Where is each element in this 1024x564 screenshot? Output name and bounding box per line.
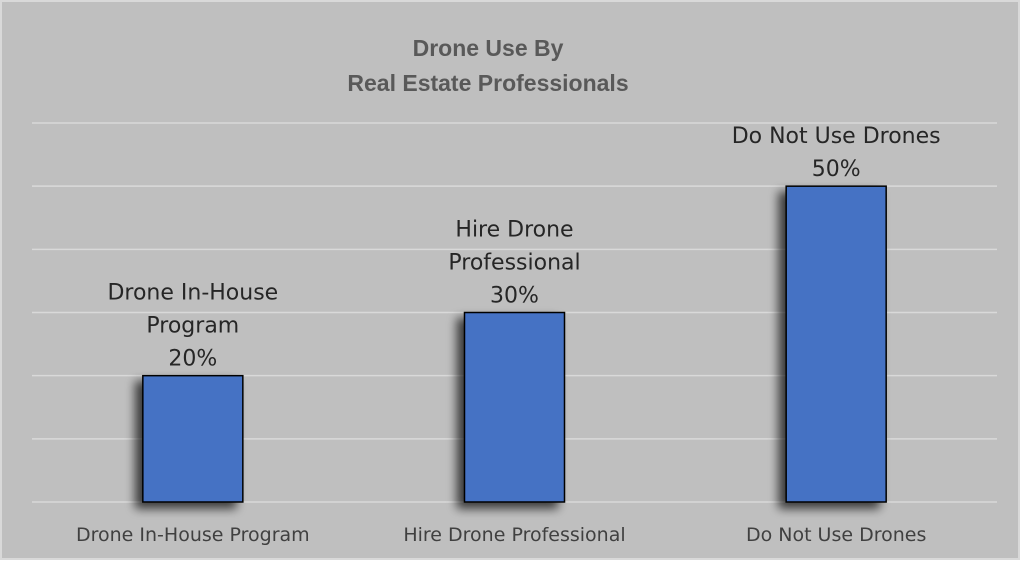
bar-1 <box>142 374 244 503</box>
chart-title: Drone Use By Real Estate Professionals <box>347 35 628 96</box>
data-label-3-line-2: 50% <box>812 157 861 182</box>
data-label-2-line-1: Hire Drone <box>455 218 573 243</box>
data-labels: Drone In-House Program 20% Hire Drone Profes… <box>107 124 940 371</box>
chart-title-line-2: Real Estate Professionals <box>347 70 628 96</box>
data-label-2-line-3: 30% <box>490 284 539 309</box>
bars <box>142 185 887 503</box>
data-label-1-line-3: 20% <box>168 347 217 372</box>
data-label-1-line-1: Drone In-House <box>107 281 278 306</box>
data-label-2-line-2: Professional <box>448 251 580 276</box>
bar-2 <box>463 311 566 503</box>
category-label-3: Do Not Use Drones <box>746 524 926 546</box>
data-label-1-line-2: Program <box>146 314 239 339</box>
category-axis-labels: Drone In-House Program Hire Drone Profess… <box>76 524 926 546</box>
data-label-3-line-1: Do Not Use Drones <box>732 124 941 149</box>
bar-3 <box>785 185 887 503</box>
chart-title-line-1: Drone Use By <box>413 35 564 61</box>
category-label-1: Drone In-House Program <box>76 524 310 546</box>
category-label-2: Hire Drone Professional <box>403 524 625 546</box>
